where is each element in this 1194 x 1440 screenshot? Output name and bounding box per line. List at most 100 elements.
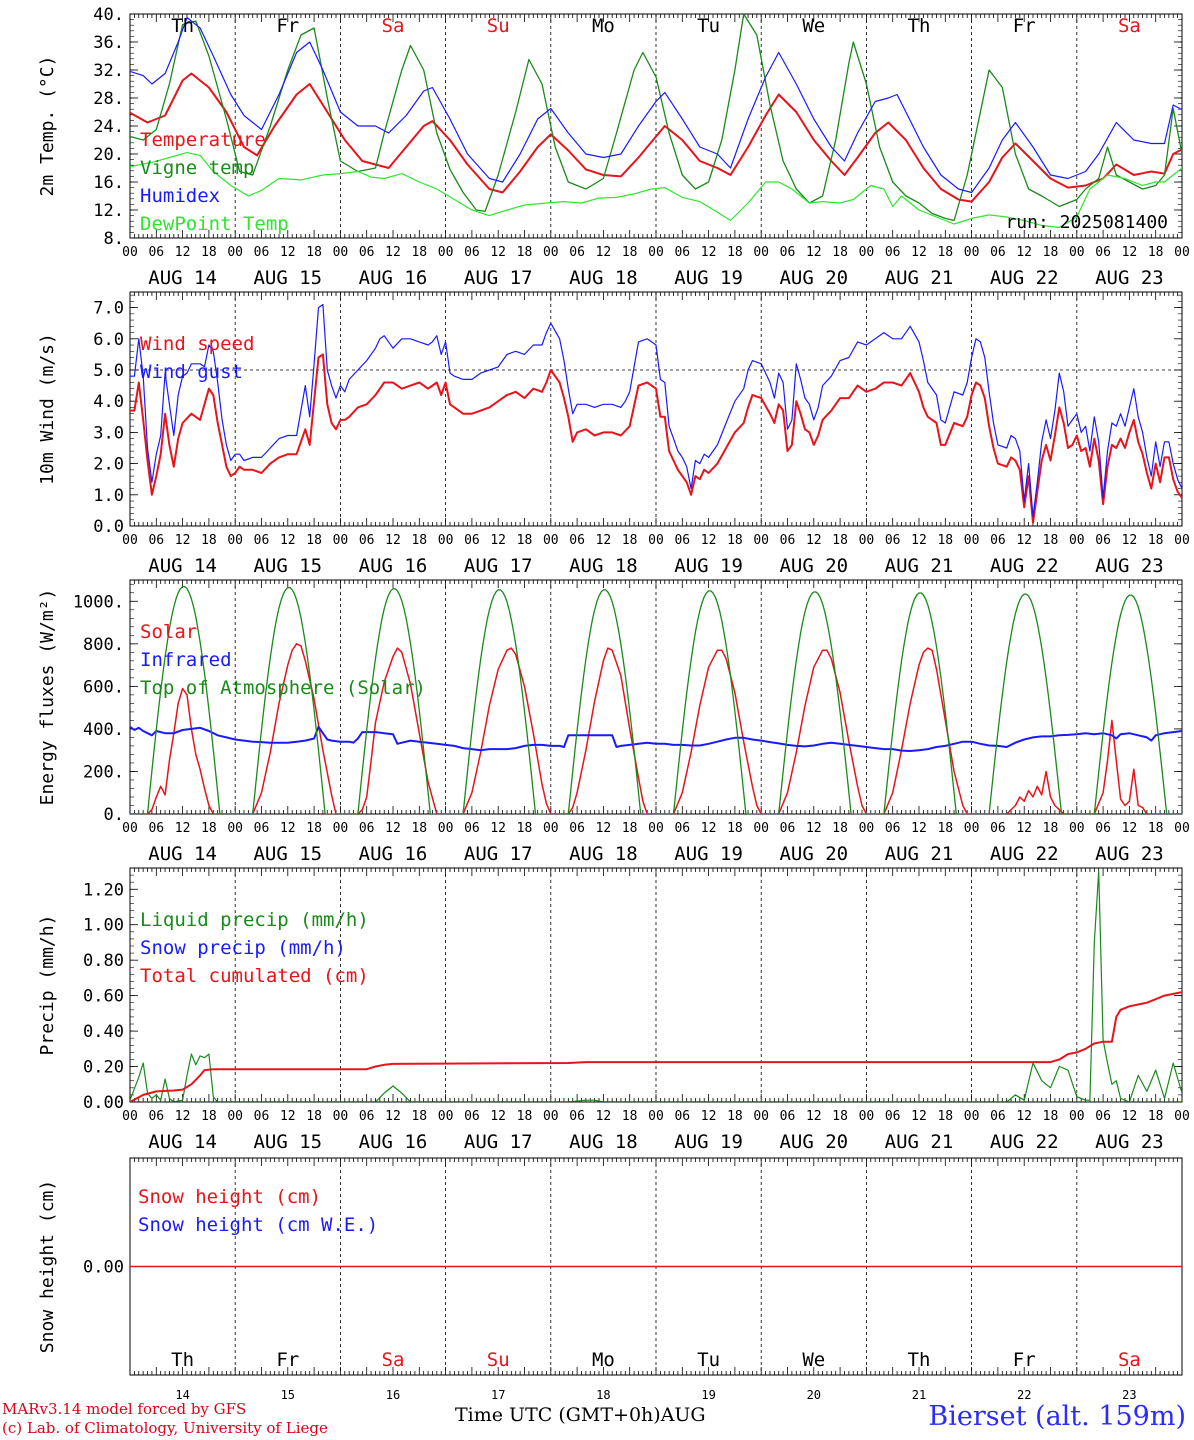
- hour-tick-label: 00: [859, 821, 875, 836]
- weekday-label: Sa: [1118, 15, 1141, 37]
- date-label: AUG 15: [253, 555, 322, 577]
- weekday-label: Mo: [592, 15, 615, 37]
- hour-tick-label: 18: [832, 821, 848, 836]
- hour-tick-label: 18: [306, 245, 322, 260]
- y-tick-label: 1.0: [93, 486, 124, 506]
- hour-tick-label: 18: [832, 1109, 848, 1124]
- hour-tick-label: 06: [885, 821, 901, 836]
- hour-tick-label: 12: [175, 533, 191, 548]
- date-label: AUG 19: [674, 555, 743, 577]
- hour-tick-label: 06: [359, 1109, 375, 1124]
- hour-tick-label: 06: [254, 1109, 270, 1124]
- y-axis-label: 2m Temp. (°C): [37, 56, 58, 197]
- hour-tick-label: 18: [517, 821, 533, 836]
- hour-tick-label: 12: [175, 245, 191, 260]
- hour-tick-label: 12: [175, 1109, 191, 1124]
- y-tick-label: 800.: [83, 635, 124, 655]
- hour-tick-label: 06: [885, 1109, 901, 1124]
- hour-tick-label: 12: [385, 821, 401, 836]
- weekday-label: Fr: [276, 15, 299, 37]
- hour-tick-label: 00: [333, 245, 349, 260]
- y-tick-label: 7.0: [93, 299, 124, 319]
- date-label: AUG 17: [464, 843, 533, 865]
- hour-tick-label: 00: [964, 533, 980, 548]
- hour-tick-label: 18: [517, 245, 533, 260]
- date-label: AUG 20: [779, 843, 848, 865]
- weekday-label: Th: [908, 1349, 931, 1371]
- hour-tick-label: 12: [175, 821, 191, 836]
- weekday-label: Su: [487, 15, 510, 37]
- hour-tick-label: 06: [464, 245, 480, 260]
- hour-tick-label: 00: [122, 245, 138, 260]
- y-tick-label: 0.: [104, 805, 124, 825]
- panel-snow: [129, 1157, 1183, 1376]
- series-group: [130, 14, 1182, 229]
- hour-tick-label: 00: [333, 1109, 349, 1124]
- hour-tick-label: 12: [490, 821, 506, 836]
- y-tick-label: 8.: [104, 229, 124, 249]
- y-tick-label: 12.: [93, 201, 124, 221]
- hour-tick-label: 18: [832, 533, 848, 548]
- hour-tick-label: 06: [780, 821, 796, 836]
- series-wind-gust: [130, 303, 1182, 518]
- hour-tick-label: 00: [753, 821, 769, 836]
- hour-tick-label: 00: [1174, 821, 1190, 836]
- y-tick-label: 0.40: [83, 1022, 124, 1042]
- y-tick-label: 4.0: [93, 392, 124, 412]
- hour-tick-label: 06: [464, 821, 480, 836]
- hour-tick-label: 00: [438, 245, 454, 260]
- panel-energy: [129, 579, 1183, 815]
- date-label: AUG 19: [674, 843, 743, 865]
- date-label: AUG 14: [148, 555, 217, 577]
- y-tick-label: 200.: [83, 762, 124, 782]
- hour-tick-label: 06: [674, 1109, 690, 1124]
- series-wind-speed: [130, 353, 1182, 524]
- hour-tick-label: 06: [1095, 821, 1111, 836]
- series-dewpoint-temp: [130, 152, 1182, 229]
- date-label: AUG 23: [1095, 555, 1164, 577]
- date-label: AUG 15: [253, 267, 322, 289]
- hour-tick-label: 06: [674, 533, 690, 548]
- legend-entry: Snow height (cm): [138, 1186, 321, 1208]
- date-label: AUG 15: [253, 843, 322, 865]
- weekday-label: Sa: [382, 1349, 405, 1371]
- y-tick-label: 1.00: [83, 916, 124, 936]
- hour-tick-label: 12: [596, 245, 612, 260]
- hour-tick-label: 00: [122, 533, 138, 548]
- hour-tick-label: 12: [1122, 821, 1138, 836]
- hour-tick-label: 00: [122, 821, 138, 836]
- hour-tick-label: 00: [438, 1109, 454, 1124]
- hour-tick-label: 00: [333, 533, 349, 548]
- date-label: AUG 17: [464, 1131, 533, 1153]
- hour-tick-label: 00: [227, 1109, 243, 1124]
- hour-tick-label: 06: [254, 821, 270, 836]
- hour-tick-label: 06: [569, 245, 585, 260]
- hour-tick-label: 00: [753, 1109, 769, 1124]
- hour-tick-label: 12: [911, 245, 927, 260]
- legend-entry: Vigne temp: [140, 157, 254, 179]
- hour-tick-label: 18: [1043, 245, 1059, 260]
- hour-tick-label: 18: [1043, 533, 1059, 548]
- hour-tick-label: 06: [359, 821, 375, 836]
- date-label: AUG 14: [148, 1131, 217, 1153]
- hour-tick-label: 00: [333, 821, 349, 836]
- y-tick-label: 24.: [93, 117, 124, 137]
- hour-tick-label: 18: [411, 533, 427, 548]
- hour-tick-label: 06: [148, 533, 164, 548]
- series-infrared: [130, 725, 1182, 752]
- weekday-label: We: [802, 15, 825, 37]
- hour-tick-label: 12: [1016, 821, 1032, 836]
- weekday-label: Tu: [697, 1349, 720, 1371]
- station-label: Bierset (alt. 159m): [928, 1401, 1186, 1432]
- hour-tick-label: 18: [1148, 533, 1164, 548]
- hour-tick-label: 00: [122, 1109, 138, 1124]
- hour-tick-label: 18: [727, 245, 743, 260]
- day-number-label: 22: [1017, 1388, 1031, 1402]
- series-group: [130, 303, 1182, 524]
- hour-tick-label: 18: [306, 1109, 322, 1124]
- hour-tick-label: 18: [622, 245, 638, 260]
- legend-entry: Infrared: [140, 649, 232, 671]
- model-credit-line: MARv3.14 model forced by GFS: [2, 1400, 247, 1418]
- hour-tick-label: 18: [622, 821, 638, 836]
- hour-tick-label: 12: [490, 533, 506, 548]
